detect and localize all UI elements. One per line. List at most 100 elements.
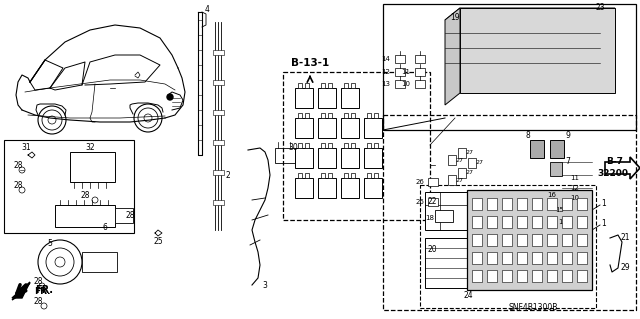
Bar [472,198,482,210]
Bar [487,270,497,282]
Text: 6: 6 [102,224,108,233]
Text: 27: 27 [456,177,464,182]
Bar [341,148,359,168]
Text: 1: 1 [602,198,606,207]
Bar [415,80,425,88]
Bar [328,113,332,118]
Text: FR.: FR. [35,285,53,295]
Bar [305,113,309,118]
Bar [395,80,405,88]
Bar [364,148,382,168]
Bar [517,252,527,264]
Circle shape [92,197,98,203]
Text: 25: 25 [153,238,163,247]
Text: 20: 20 [427,246,437,255]
Bar [395,55,405,63]
Circle shape [55,257,65,267]
Polygon shape [12,283,30,300]
Bar [383,115,636,310]
Bar [70,152,115,182]
Bar [367,113,371,118]
Text: B-7: B-7 [607,158,623,167]
Bar [298,83,302,88]
Bar [502,198,512,210]
Bar [351,143,355,148]
Text: 12: 12 [571,185,579,191]
Bar [532,270,542,282]
Circle shape [42,110,62,130]
Bar [425,238,467,288]
Text: 23: 23 [595,4,605,12]
Bar [395,68,405,76]
Text: 24: 24 [463,291,473,300]
Circle shape [19,167,25,173]
Text: 10: 10 [401,81,410,87]
Bar [487,216,497,228]
Text: 17: 17 [559,219,568,225]
Bar [328,173,332,178]
Bar [318,178,336,198]
Bar [328,83,332,88]
Bar [344,113,348,118]
Bar [213,200,224,205]
Bar [374,143,378,148]
Bar [532,198,542,210]
Bar [562,234,572,246]
Bar [341,118,359,138]
Bar [577,198,587,210]
Bar [502,234,512,246]
Bar [502,252,512,264]
Bar [547,234,557,246]
Text: 9: 9 [566,131,570,140]
Bar [351,113,355,118]
Text: 27: 27 [466,151,474,155]
Bar [213,170,224,175]
Bar [468,158,476,168]
Circle shape [138,108,158,128]
Text: FR.: FR. [34,286,51,295]
Text: 10: 10 [570,195,579,201]
Polygon shape [12,282,30,298]
Bar [547,270,557,282]
Bar [295,118,313,138]
Bar [550,140,564,158]
Bar [577,234,587,246]
Bar [472,216,482,228]
Bar [213,80,224,85]
Bar [321,143,325,148]
Bar [374,173,378,178]
Bar [305,83,309,88]
Bar [472,234,482,246]
Text: 11: 11 [570,175,579,181]
Bar [318,88,336,108]
Bar [213,110,224,115]
Circle shape [39,283,45,289]
Text: 14: 14 [381,56,390,62]
Bar [460,8,615,93]
Text: 28: 28 [13,181,23,189]
Bar [428,198,438,206]
Text: 12: 12 [381,69,390,75]
Bar [472,252,482,264]
Text: 21: 21 [620,234,630,242]
Bar [341,88,359,108]
Bar [517,216,527,228]
Bar [367,173,371,178]
Bar [467,190,592,290]
Bar [562,216,572,228]
Bar [321,173,325,178]
Text: 13: 13 [381,81,390,87]
Bar [298,113,302,118]
Bar [318,148,336,168]
Bar [305,143,309,148]
Bar [487,198,497,210]
Text: 30: 30 [288,144,298,152]
Circle shape [19,187,25,193]
Bar [532,252,542,264]
Text: 5: 5 [47,240,52,249]
Bar [298,173,302,178]
Text: 26: 26 [415,179,424,185]
Text: 2: 2 [226,170,230,180]
Bar [448,155,456,165]
Bar [383,4,636,130]
